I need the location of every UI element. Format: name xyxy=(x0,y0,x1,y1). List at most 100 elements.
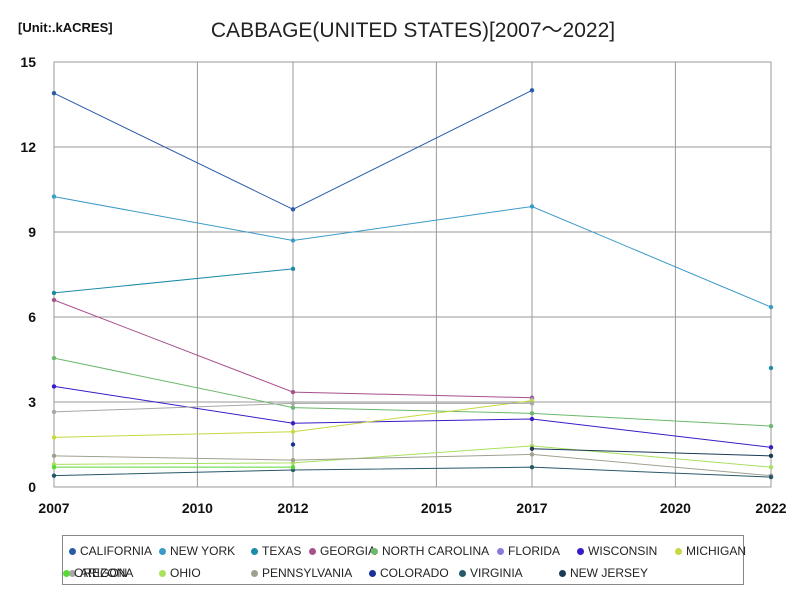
x-tick-label: 2010 xyxy=(182,500,213,516)
data-point xyxy=(290,464,296,470)
legend-label: GEORGIA xyxy=(320,544,377,558)
y-tick-label: 15 xyxy=(20,54,36,70)
legend-label: TEXAS xyxy=(262,544,302,558)
legend-marker xyxy=(251,547,258,555)
x-tick-label: 2012 xyxy=(277,500,308,516)
series-new-york xyxy=(51,194,774,310)
legend-marker xyxy=(69,569,76,577)
legend-item: VIRGINIA xyxy=(459,566,523,580)
legend-marker xyxy=(497,547,504,555)
legend-item: OREGON xyxy=(63,566,127,580)
legend-label: OHIO xyxy=(170,566,201,580)
data-point xyxy=(290,238,296,243)
y-tick-label: 9 xyxy=(28,224,36,240)
data-point xyxy=(768,423,774,429)
data-point xyxy=(529,452,535,457)
data-point xyxy=(529,204,535,209)
legend-item: TEXAS xyxy=(251,544,301,558)
series-new-jersey xyxy=(529,446,774,459)
legend-marker xyxy=(159,547,166,555)
data-point xyxy=(529,464,535,470)
series-line xyxy=(53,268,294,294)
series-ohio xyxy=(51,443,774,470)
data-point xyxy=(529,446,535,451)
legend-label: PENNSYLVANIA xyxy=(262,566,353,580)
series-oregon xyxy=(51,464,296,470)
data-point xyxy=(529,88,535,93)
series-line xyxy=(53,466,772,478)
data-point xyxy=(768,445,774,450)
x-tick-label: 2007 xyxy=(38,500,69,516)
legend-label: NEW YORK xyxy=(170,544,236,558)
legend-marker xyxy=(369,569,376,577)
legend-item: NEW JERSEY xyxy=(559,566,648,580)
data-point xyxy=(768,304,774,310)
legend-label: NEW JERSEY xyxy=(570,566,649,580)
data-point xyxy=(768,464,774,470)
data-point xyxy=(290,401,296,406)
series-arizona xyxy=(51,401,535,415)
legend-marker xyxy=(675,547,682,555)
data-point xyxy=(51,90,57,96)
x-tick-label: 2020 xyxy=(660,500,691,516)
y-tick-label: 3 xyxy=(28,394,36,410)
legend-item: COLORADO xyxy=(369,566,449,580)
legend-marker xyxy=(577,547,584,555)
data-point xyxy=(529,416,535,422)
legend-label: NORTH CAROLINA xyxy=(382,544,490,558)
legend-item: GEORGIA xyxy=(309,544,376,558)
series-line xyxy=(53,357,772,427)
legend-item: FLORIDA xyxy=(497,544,560,558)
axes: 0 3 6 9 12 15 2007 2010 2012 2015 2017 2020 2022 xyxy=(20,54,786,516)
legend-item: NORTH CAROLINA xyxy=(371,544,489,558)
data-point xyxy=(529,411,535,416)
legend-label: OREGON xyxy=(74,566,128,580)
data-point xyxy=(529,401,535,406)
series-north-carolina xyxy=(51,355,774,429)
legend-label: COLORADO xyxy=(380,566,449,580)
series-line xyxy=(53,445,772,468)
data-point xyxy=(51,409,57,415)
legend-marker xyxy=(251,569,258,577)
data-point xyxy=(290,405,296,410)
data-point xyxy=(768,365,774,371)
chart-title: CABBAGE(UNITED STATES)[2007～2022] xyxy=(210,19,616,42)
series-texas xyxy=(51,266,774,371)
legend-marker xyxy=(459,569,466,577)
legend-marker xyxy=(309,547,316,555)
data-point xyxy=(51,297,57,303)
series-line xyxy=(53,385,772,448)
plot-frame xyxy=(53,61,772,488)
y-tick-label: 12 xyxy=(20,139,36,155)
data-point xyxy=(768,453,774,459)
legend-label: FLORIDA xyxy=(508,544,561,558)
legend-marker xyxy=(559,569,566,577)
legend-label: VIRGINIA xyxy=(470,566,523,580)
data-point xyxy=(51,464,57,470)
data-point xyxy=(51,384,57,389)
y-tick-label: 6 xyxy=(28,309,36,325)
data-point xyxy=(51,194,57,199)
data-point xyxy=(290,207,296,212)
legend-marker xyxy=(159,569,166,577)
data-point xyxy=(290,421,296,426)
legend-item: MICHIGAN xyxy=(675,544,746,558)
data-point xyxy=(51,473,57,478)
x-tick-label: 2022 xyxy=(755,500,786,516)
series-line xyxy=(531,448,772,457)
legend: CALIFORNIA NEW YORK TEXAS GEORGIA NORTH CARO… xyxy=(62,535,746,585)
data-point xyxy=(51,355,57,361)
series-colorado xyxy=(290,442,296,447)
legend-item: PENNSYLVANIA xyxy=(251,566,352,580)
legend-marker xyxy=(69,547,76,555)
data-point xyxy=(290,442,296,447)
legend-label: CALIFORNIA xyxy=(80,544,153,558)
legend-marker xyxy=(371,547,378,555)
x-tick-label: 2017 xyxy=(516,500,547,516)
legend-label: ARIZONA xyxy=(80,566,134,580)
legend-marker xyxy=(63,569,70,577)
series-layer xyxy=(51,88,774,480)
series-california xyxy=(51,88,535,212)
series-wisconsin xyxy=(51,384,774,450)
